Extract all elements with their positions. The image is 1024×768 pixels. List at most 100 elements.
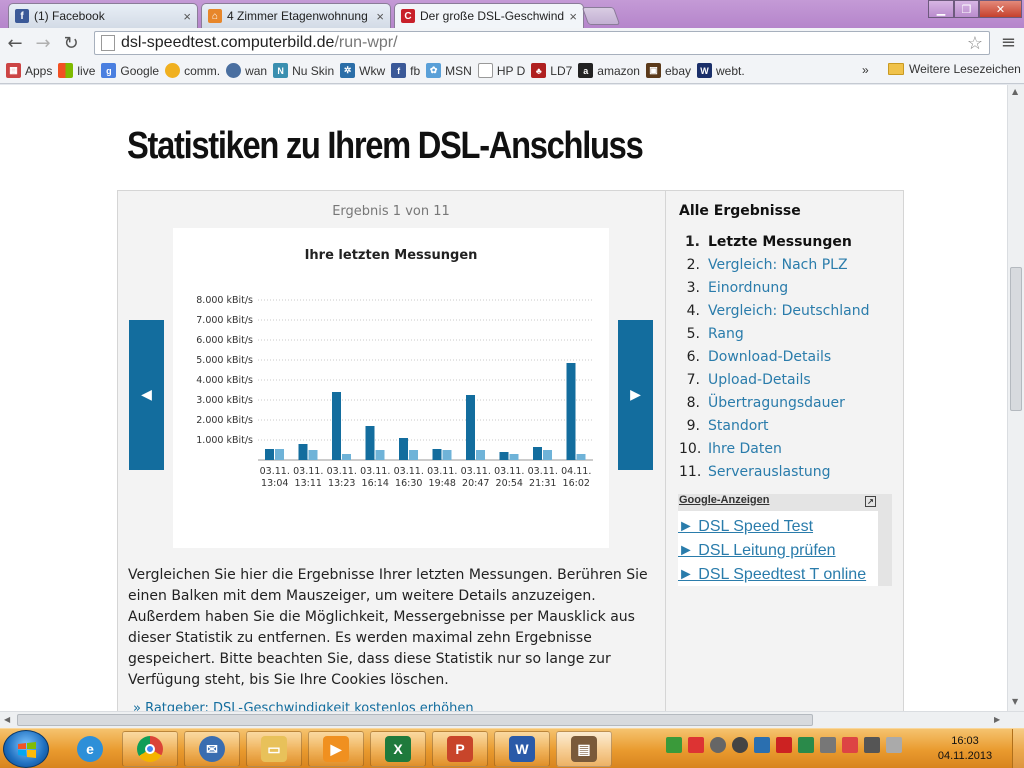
chart-bar[interactable]	[533, 447, 542, 460]
bookmark-comm[interactable]: comm.	[165, 63, 220, 78]
ad-link[interactable]: ► DSL Speedtest T online	[678, 566, 867, 583]
chart-bar[interactable]	[509, 454, 519, 460]
results-nav-item[interactable]: 5. Rang	[679, 326, 869, 349]
results-nav-item[interactable]: 4. Vergleich: Deutschland	[679, 303, 870, 326]
bookmark-hpd[interactable]: HP D	[477, 63, 525, 78]
taskbar-word[interactable]: W	[494, 731, 550, 767]
taskbar-active-app[interactable]: ▤	[556, 731, 612, 767]
minimize-button[interactable]: ▁	[928, 0, 954, 18]
other-bookmarks-folder[interactable]: Weitere Lesezeichen	[888, 62, 1021, 76]
chart-bar[interactable]	[365, 426, 375, 460]
chart-bar[interactable]	[566, 363, 576, 460]
bookmark-ld7[interactable]: ♣ LD7	[531, 63, 572, 78]
results-nav-item[interactable]: 8. Übertragungsdauer	[679, 395, 869, 418]
flag-icon[interactable]	[886, 737, 902, 753]
chart-bar[interactable]	[432, 449, 442, 460]
results-nav-item[interactable]: 3. Einordnung	[679, 280, 869, 303]
tab-wohnung[interactable]: ⌂ 4 Zimmer Etagenwohnung ×	[201, 3, 391, 28]
next-result-button[interactable]: ▶	[618, 320, 653, 470]
bookmark-fb[interactable]: f fb	[391, 63, 420, 78]
bookmark-wkw[interactable]: ✲ Wkw	[340, 63, 385, 78]
start-button[interactable]	[3, 730, 49, 768]
chart-bar[interactable]	[308, 450, 318, 460]
chart-bar[interactable]	[332, 392, 341, 460]
close-tab-icon[interactable]: ×	[569, 8, 577, 24]
tab-dsl[interactable]: C Der große DSL-Geschwind ×	[394, 3, 584, 28]
chart-bar[interactable]	[476, 450, 485, 460]
results-nav-item[interactable]: 1. Letzte Messungen	[679, 234, 869, 257]
results-nav-item[interactable]: 11. Serverauslastung	[679, 464, 869, 487]
chart-bar[interactable]	[265, 449, 274, 460]
download-icon[interactable]	[666, 737, 682, 753]
tray-app-icon[interactable]	[754, 737, 770, 753]
taskbar-explorer[interactable]: ▭	[246, 731, 302, 767]
ads-header[interactable]: Google-Anzeigen ↗	[678, 494, 878, 511]
bookmark-amazon[interactable]: a amazon	[578, 63, 640, 78]
close-tab-icon[interactable]: ×	[376, 8, 384, 24]
maximize-button[interactable]: ❐	[954, 0, 979, 18]
bookmarks-more-button[interactable]: »	[862, 63, 869, 77]
scroll-right-icon[interactable]: ▶	[994, 715, 1001, 724]
bookmark-nuskin[interactable]: N Nu Skin	[273, 63, 334, 78]
chart-bar[interactable]	[375, 450, 385, 460]
chart-bar[interactable]	[499, 452, 509, 460]
action-center-icon[interactable]	[842, 737, 858, 753]
results-nav-item[interactable]: 2. Vergleich: Nach PLZ	[679, 257, 869, 280]
taskbar-powerpoint[interactable]: P	[432, 731, 488, 767]
address-bar[interactable]: dsl-speedtest.computerbild.de/run-wpr/ ☆	[94, 31, 990, 55]
scroll-left-icon[interactable]: ◀	[4, 715, 11, 724]
scroll-up-icon[interactable]: ▲	[1012, 87, 1019, 96]
ad-link[interactable]: ► DSL Leitung prüfen	[678, 542, 836, 559]
new-tab-button[interactable]	[581, 7, 621, 25]
chart-bar[interactable]	[442, 450, 452, 460]
chart-bar[interactable]	[576, 454, 586, 460]
bookmark-msn[interactable]: ✿ MSN	[426, 63, 472, 78]
bookmark-wan[interactable]: wan	[226, 63, 267, 78]
bookmark-live[interactable]: live	[58, 63, 95, 78]
results-nav-item[interactable]: 6. Download-Details	[679, 349, 869, 372]
close-tab-icon[interactable]: ×	[183, 8, 191, 24]
chart-bar[interactable]	[275, 449, 284, 460]
chart-bar[interactable]	[543, 450, 552, 460]
taskbar-thunderbird[interactable]: ✉	[184, 731, 240, 767]
back-button[interactable]: ←	[7, 32, 23, 54]
tray-app-icon[interactable]	[710, 737, 726, 753]
taskbar-internet-explorer[interactable]: e	[62, 731, 118, 767]
results-nav-item[interactable]: 10. Ihre Daten	[679, 441, 869, 464]
chart-bar[interactable]	[409, 450, 418, 460]
tab-facebook[interactable]: f (1) Facebook ×	[8, 3, 198, 28]
vertical-scrollbar[interactable]: ▲ ▼	[1007, 85, 1024, 711]
menu-icon[interactable]: ≡	[1000, 32, 1016, 53]
reload-button[interactable]: ↻	[63, 32, 79, 54]
taskbar-excel[interactable]: X	[370, 731, 426, 767]
bookmark-apps[interactable]: ▦ Apps	[6, 63, 52, 78]
chart-bar[interactable]	[399, 438, 408, 460]
volume-icon[interactable]	[820, 737, 836, 753]
tray-app-icon[interactable]	[798, 737, 814, 753]
bookmark-star-icon[interactable]: ☆	[966, 33, 983, 53]
network-icon[interactable]	[864, 737, 880, 753]
ad-link[interactable]: ► DSL Speed Test	[678, 518, 814, 535]
chart-bar[interactable]	[466, 395, 475, 460]
bookmark-google[interactable]: g Google	[101, 63, 159, 78]
forward-button[interactable]: →	[35, 32, 51, 54]
chart-bar[interactable]	[298, 444, 308, 460]
vertical-scroll-thumb[interactable]	[1010, 267, 1022, 411]
close-window-button[interactable]: ✕	[979, 0, 1022, 18]
scroll-down-icon[interactable]: ▼	[1012, 697, 1019, 706]
results-nav-item[interactable]: 9. Standort	[679, 418, 869, 441]
taskbar-chrome[interactable]	[122, 731, 178, 767]
show-desktop-button[interactable]	[1012, 729, 1024, 768]
ati-icon[interactable]	[776, 737, 792, 753]
system-clock[interactable]: 16:03 04.11.2013	[930, 734, 1000, 764]
previous-result-button[interactable]: ◀	[129, 320, 164, 470]
ratgeber-link[interactable]: » Ratgeber: DSL-Geschwindigkeit kostenlo…	[133, 701, 474, 711]
horizontal-scroll-thumb[interactable]	[17, 714, 813, 726]
results-nav-item[interactable]: 7. Upload-Details	[679, 372, 869, 395]
tray-app-icon[interactable]	[688, 737, 704, 753]
chart-bar[interactable]	[342, 454, 351, 460]
horizontal-scrollbar[interactable]: ◀ ▶	[0, 711, 1024, 728]
tray-app-icon[interactable]	[732, 737, 748, 753]
external-link-icon[interactable]: ↗	[865, 496, 876, 507]
